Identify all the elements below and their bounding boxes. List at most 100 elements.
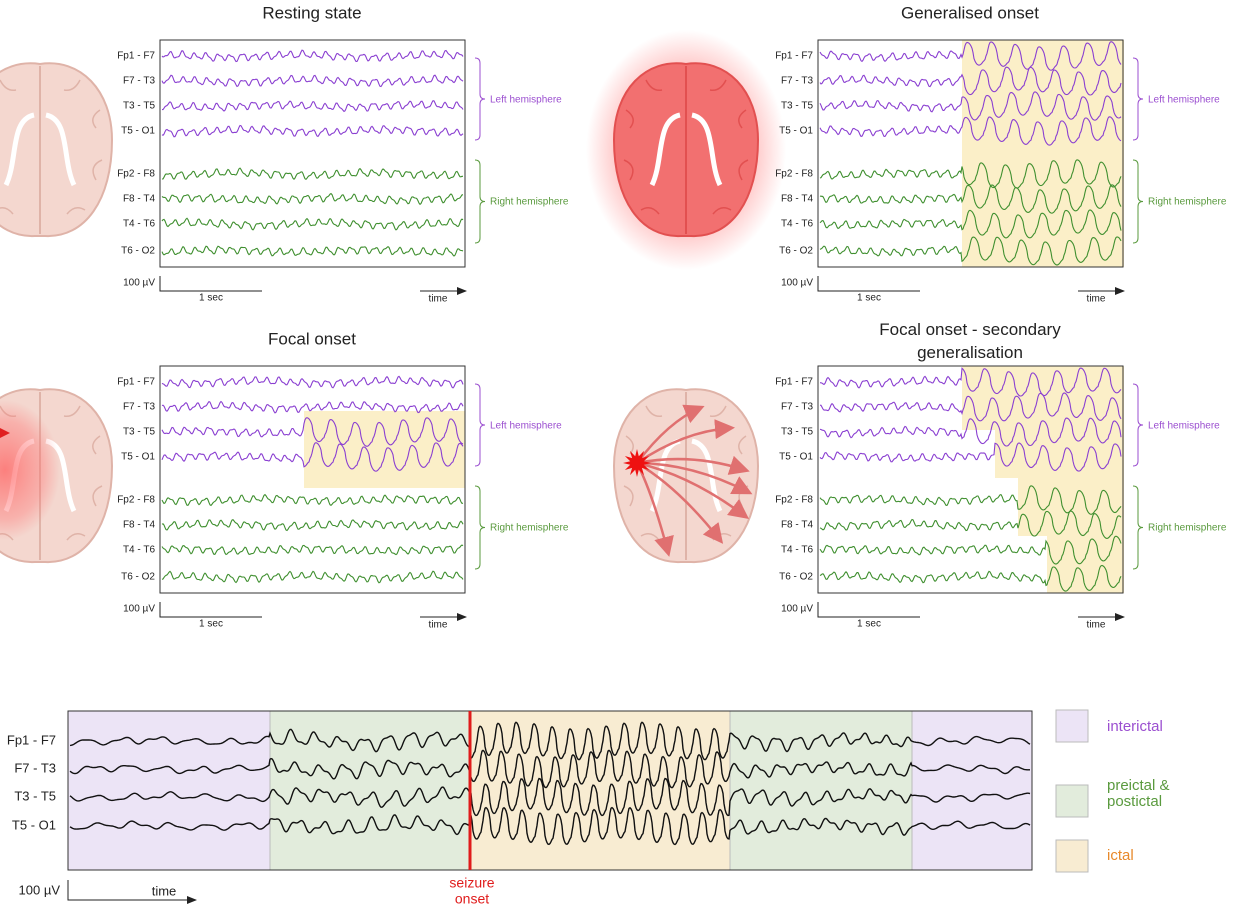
legend-label: preictal & — [1107, 777, 1170, 794]
eeg-trace — [162, 545, 463, 555]
channel-label: F7 - T3 — [14, 760, 56, 775]
legend-label: postictal — [1107, 793, 1162, 810]
channel-label: Fp1 - F7 — [775, 377, 813, 388]
channel-label: T5 - O1 — [121, 126, 155, 137]
legend-swatch — [1056, 840, 1088, 872]
channel-label: T3 - T5 — [123, 101, 155, 112]
channel-label: Fp1 - F7 — [117, 377, 155, 388]
channel-label: Fp1 - F7 — [7, 732, 56, 747]
phase-region — [912, 711, 1032, 870]
amplitude-scale: 100 µV — [123, 604, 155, 615]
amplitude-scale: 100 µV — [781, 604, 813, 615]
legend-label: ictal — [1107, 847, 1134, 864]
eeg-trace — [162, 520, 463, 531]
hemisphere-brace — [475, 58, 485, 140]
eeg-panel: Focal onset Fp1 - F7 F7 - T3 T3 - T5 T5 - O1… — [117, 329, 569, 630]
eeg-frame — [160, 40, 465, 267]
amplitude-scale: 100 µV — [123, 278, 155, 289]
amplitude-scale: 100 µV — [781, 278, 813, 289]
eeg-panel: Generalised onsetFp1 - F7F7 - T3T3 - T5T… — [775, 3, 1227, 304]
channel-label: F8 - T4 — [781, 194, 813, 205]
channel-label: T4 - T6 — [123, 219, 155, 230]
eeg-trace — [162, 246, 463, 256]
onset-label: onset — [455, 891, 489, 907]
hemisphere-brace — [1133, 486, 1143, 569]
page: { "panels": [ {"title": ["Resting state"… — [0, 0, 1247, 907]
hemisphere-label: Left hemisphere — [1148, 421, 1220, 432]
eeg-trace — [162, 194, 463, 205]
panel-title: generalisation — [917, 343, 1023, 362]
hemisphere-brace — [1133, 160, 1143, 243]
phase-region — [68, 711, 270, 870]
channel-label: T3 - T5 — [781, 101, 813, 112]
channel-label: T3 - T5 — [14, 788, 56, 803]
channel-label: T3 - T5 — [781, 427, 813, 438]
brain — [614, 63, 758, 236]
eeg-trace — [162, 101, 463, 112]
time-scale: 1 sec — [857, 293, 881, 304]
legend-swatch — [1056, 785, 1088, 817]
hemisphere-brace — [1133, 384, 1143, 466]
time-label: time — [429, 620, 448, 631]
channel-label: T6 - O2 — [121, 246, 155, 257]
scale-bar — [818, 276, 920, 291]
channel-label: Fp1 - F7 — [117, 51, 155, 62]
channel-label: Fp2 - F8 — [117, 495, 155, 506]
hemisphere-brace — [475, 384, 485, 466]
hemisphere-brace — [475, 160, 485, 243]
figure: Resting state Fp1 - F7 F7 - T3 T3 - T5 T5 - … — [0, 0, 1247, 907]
time-label: time — [1087, 620, 1106, 631]
channel-label: F7 - T3 — [781, 402, 813, 413]
time-label: time — [429, 294, 448, 305]
scale-bar — [160, 276, 262, 291]
channel-label: F7 - T3 — [123, 402, 155, 413]
channel-label: Fp2 - F8 — [775, 169, 813, 180]
eeg-trace — [162, 376, 463, 388]
legend-swatch — [1056, 710, 1088, 742]
time-label: time — [152, 883, 177, 898]
amplitude-scale: 100 µV — [19, 882, 61, 897]
hemisphere-label: Right hemisphere — [490, 197, 569, 208]
channel-label: T4 - T6 — [781, 219, 813, 230]
channel-label: F8 - T4 — [123, 194, 155, 205]
channel-label: F8 - T4 — [123, 520, 155, 531]
ictal-region — [962, 366, 1124, 593]
phase-region — [470, 711, 730, 870]
channel-label: Fp2 - F8 — [775, 495, 813, 506]
eeg-trace — [162, 50, 463, 61]
hemisphere-label: Left hemisphere — [1148, 95, 1220, 106]
time-scale: 1 sec — [857, 619, 881, 630]
hemisphere-label: Right hemisphere — [1148, 197, 1227, 208]
hemisphere-label: Right hemisphere — [490, 523, 569, 534]
scale-bar — [160, 602, 262, 617]
legend-label: interictal — [1107, 718, 1163, 735]
channel-label: T5 - O1 — [12, 817, 56, 832]
eeg-trace — [162, 126, 463, 137]
channel-label: T6 - O2 — [779, 246, 813, 257]
eeg-trace — [162, 218, 463, 230]
time-scale: 1 sec — [199, 293, 223, 304]
scale-bar — [68, 880, 196, 900]
channel-label: T5 - O1 — [121, 452, 155, 463]
eeg-trace — [162, 75, 463, 86]
hemisphere-label: Left hemisphere — [490, 421, 562, 432]
eeg-trace — [162, 495, 463, 506]
time-scale: 1 sec — [199, 619, 223, 630]
hemisphere-label: Right hemisphere — [1148, 523, 1227, 534]
channel-label: F8 - T4 — [781, 520, 813, 531]
panel-title: Resting state — [262, 3, 361, 22]
channel-label: T5 - O1 — [779, 452, 813, 463]
channel-label: T3 - T5 — [123, 427, 155, 438]
panel-title: Focal onset - secondary — [879, 320, 1061, 339]
hemisphere-label: Left hemisphere — [490, 95, 562, 106]
channel-label: Fp1 - F7 — [775, 51, 813, 62]
channel-label: T4 - T6 — [781, 545, 813, 556]
channel-label: T4 - T6 — [123, 545, 155, 556]
channel-label: T6 - O2 — [121, 572, 155, 583]
scale-bar — [818, 602, 920, 617]
panel-title: Focal onset — [268, 329, 356, 348]
onset-label: seizure — [449, 875, 494, 891]
time-label: time — [1087, 294, 1106, 305]
eeg-trace — [162, 571, 463, 583]
